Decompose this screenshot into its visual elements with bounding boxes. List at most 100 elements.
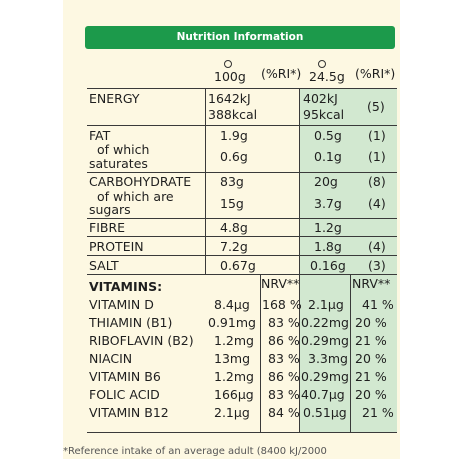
protein-ri: (4) [368, 239, 386, 254]
vitamin-100g: 1.2mg [214, 333, 254, 348]
column-divider [299, 88, 300, 274]
vitamin-row: NIACIN 13mg 83 % 3.3mg 20 % [0, 350, 459, 368]
vitamin-row: THIAMIN (B1) 0.91mg 83 % 0.22mg 20 % [0, 314, 459, 332]
row-divider [87, 125, 397, 126]
vitamin-nrv-serving: 41 % [362, 297, 394, 312]
vitamin-100g: 0.91mg [208, 315, 256, 330]
fat-ri: (1) [368, 128, 386, 143]
nrv-heading-100g: NRV** [261, 276, 300, 291]
column-divider [299, 274, 300, 432]
energy-kj-100g: 1642kJ [208, 91, 251, 106]
vitamin-serving: 40.7µg [301, 387, 345, 402]
vitamin-nrv-100g: 83 % [268, 315, 300, 330]
row-divider [87, 274, 397, 275]
fat-label: FAT [89, 128, 111, 143]
vitamin-name: FOLIC ACID [89, 387, 160, 402]
nrv-heading-serving: NRV** [352, 276, 391, 291]
vitamin-100g: 8.4µg [214, 297, 250, 312]
vitamin-name: VITAMIN B12 [89, 405, 169, 420]
vitamin-100g: 166µg [214, 387, 254, 402]
protein-serving: 1.8g [314, 239, 342, 254]
sugars-100g: 15g [220, 196, 244, 211]
sugars-serving: 3.7g [314, 196, 342, 211]
protein-label: PROTEIN [89, 239, 144, 254]
row-divider [87, 218, 397, 219]
fibre-serving: 1.2g [314, 220, 342, 235]
fibre-label: FIBRE [89, 220, 126, 235]
col-ri2: (%RI*) [355, 66, 396, 81]
saturates-label-line2: saturates [89, 156, 148, 171]
vitamin-serving: 3.3mg [308, 351, 348, 366]
carbohydrate-serving: 20g [314, 174, 338, 189]
vitamin-serving: 0.51µg [303, 405, 347, 420]
row-divider [87, 255, 397, 256]
col-serving: 24.5g [309, 69, 345, 84]
vitamin-serving: 0.29mg [301, 369, 349, 384]
vitamin-nrv-100g: 84 % [268, 405, 300, 420]
salt-ri: (3) [368, 258, 386, 273]
per-serving-icon [318, 60, 326, 68]
vitamin-row: VITAMIN B12 2.1µg 84 % 0.51µg 21 % [0, 404, 459, 422]
vitamin-name: RIBOFLAVIN (B2) [89, 333, 194, 348]
vitamin-nrv-serving: 20 % [355, 387, 387, 402]
vitamin-row: VITAMIN B6 1.2mg 86 % 0.29mg 21 % [0, 368, 459, 386]
vitamin-100g: 13mg [214, 351, 251, 366]
energy-kj-serving: 402kJ [303, 91, 338, 106]
energy-label: ENERGY [89, 91, 140, 106]
column-divider [260, 274, 261, 432]
vitamin-row: RIBOFLAVIN (B2) 1.2mg 86 % 0.29mg 21 % [0, 332, 459, 350]
vitamin-name: NIACIN [89, 351, 133, 366]
col-per100: 100g [214, 69, 246, 84]
saturates-100g: 0.6g [220, 149, 248, 164]
vitamin-row: VITAMIN D 8.4µg 168 % 2.1µg 41 % [0, 296, 459, 314]
vitamin-row: FOLIC ACID 166µg 83 % 40.7µg 20 % [0, 386, 459, 404]
vitamin-nrv-serving: 21 % [355, 369, 387, 384]
vitamin-nrv-serving: 21 % [355, 333, 387, 348]
column-divider [205, 88, 206, 274]
salt-serving: 0.16g [310, 258, 346, 273]
carbohydrate-ri: (8) [368, 174, 386, 189]
vitamin-nrv-serving: 21 % [362, 405, 394, 420]
fibre-100g: 4.8g [220, 220, 248, 235]
vitamin-name: THIAMIN (B1) [89, 315, 173, 330]
protein-100g: 7.2g [220, 239, 248, 254]
energy-ri: (5) [367, 99, 385, 114]
vitamin-name: VITAMIN D [89, 297, 154, 312]
vitamin-nrv-serving: 20 % [355, 351, 387, 366]
carbohydrate-label: CARBOHYDRATE [89, 174, 192, 189]
row-divider [87, 172, 397, 173]
vitamin-nrv-100g: 168 % [262, 297, 302, 312]
sugars-label-line1: of which are [97, 189, 174, 204]
salt-label: SALT [89, 258, 119, 273]
vitamins-heading: VITAMINS: [89, 279, 163, 294]
saturates-ri: (1) [368, 149, 386, 164]
saturates-serving: 0.1g [314, 149, 342, 164]
vitamin-serving: 0.22mg [301, 315, 349, 330]
vitamin-serving: 2.1µg [308, 297, 344, 312]
vitamin-nrv-100g: 86 % [268, 369, 300, 384]
vitamin-serving: 0.29mg [301, 333, 349, 348]
sugars-ri: (4) [368, 196, 386, 211]
carbohydrate-100g: 83g [220, 174, 244, 189]
row-divider [87, 88, 397, 89]
energy-kcal-serving: 95kcal [303, 107, 345, 122]
sugars-label-line2: sugars [89, 202, 131, 217]
serving-column-highlight [299, 88, 397, 432]
vitamin-100g: 1.2mg [214, 369, 254, 384]
footnote: *Reference intake of an average adult (8… [63, 446, 327, 457]
fat-serving: 0.5g [314, 128, 342, 143]
fat-100g: 1.9g [220, 128, 248, 143]
saturates-label-line1: of which [97, 142, 150, 157]
col-ri1: (%RI*) [261, 66, 302, 81]
per-100g-icon [224, 60, 232, 68]
vitamin-nrv-100g: 86 % [268, 333, 300, 348]
vitamin-nrv-serving: 20 % [355, 315, 387, 330]
row-divider [87, 432, 397, 433]
vitamin-nrv-100g: 83 % [268, 387, 300, 402]
energy-kcal-100g: 388kcal [208, 107, 258, 122]
vitamin-100g: 2.1µg [214, 405, 250, 420]
vitamin-name: VITAMIN B6 [89, 369, 161, 384]
row-divider [87, 236, 397, 237]
salt-100g: 0.67g [220, 258, 256, 273]
table-title: Nutrition Information [85, 26, 395, 49]
